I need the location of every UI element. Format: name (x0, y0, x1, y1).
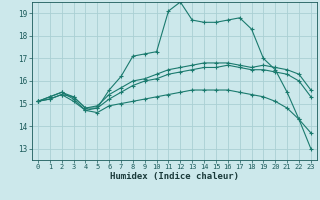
X-axis label: Humidex (Indice chaleur): Humidex (Indice chaleur) (110, 172, 239, 181)
